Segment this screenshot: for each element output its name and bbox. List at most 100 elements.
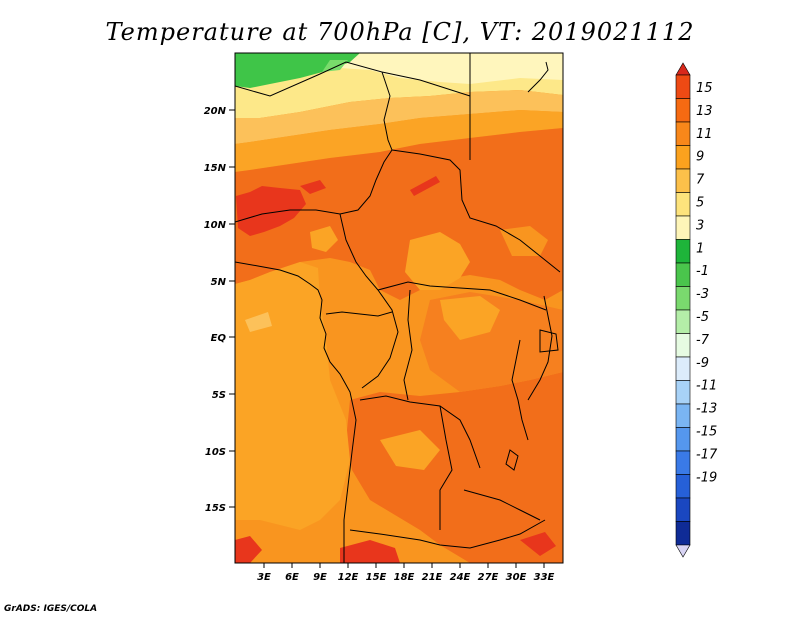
- lat-label: 10S: [205, 447, 226, 458]
- colorbar-label: -17: [696, 447, 718, 462]
- field-patch-east: [500, 226, 548, 256]
- colorbar-segment: [675, 74, 691, 99]
- field-hot-southwest: [235, 536, 262, 563]
- coastline-west-africa: [235, 261, 357, 563]
- lon-label: 3E: [257, 572, 271, 583]
- colorbar-label: 1: [696, 241, 704, 256]
- lon-label: 30E: [506, 572, 527, 583]
- field-lightgreen-edge: [322, 60, 348, 72]
- border-2: [339, 213, 399, 389]
- lon-label: 33E: [534, 572, 555, 583]
- colorbar-segment: [675, 356, 691, 381]
- colorbar-label: -15: [696, 425, 717, 440]
- border-4: [391, 149, 561, 273]
- temperature-field: [235, 53, 563, 563]
- lon-axis: 3E 6E 9E 12E 15E 18E 21E 24E 27E 30E 33E: [257, 563, 555, 583]
- colorbar-segment: [675, 239, 691, 264]
- colorbar: [675, 62, 691, 558]
- colorbar-label: 7: [696, 173, 705, 188]
- field-ocean-patch: [245, 312, 272, 332]
- colorbar-segment: [675, 403, 691, 428]
- colorbar-label: -3: [696, 287, 709, 302]
- colorbar-segment: [675, 380, 691, 405]
- border-8: [439, 405, 453, 530]
- field-patch-center: [405, 232, 470, 290]
- border-16: [539, 329, 559, 353]
- field-hot-se: [520, 532, 556, 556]
- lat-label: 10N: [204, 220, 227, 231]
- colorbar-label: -5: [696, 310, 709, 325]
- border-15: [527, 61, 549, 93]
- lat-label: 20N: [204, 106, 227, 117]
- colorbar-segment: [675, 286, 691, 311]
- colorbar-label: 5: [696, 196, 704, 211]
- field-orange-south: [346, 372, 563, 563]
- colorbar-label: 3: [696, 218, 704, 233]
- field-ocean-light: [235, 262, 350, 530]
- colorbar-label: -13: [696, 402, 717, 417]
- colorbar-label: -7: [696, 333, 710, 348]
- border-9: [349, 519, 546, 549]
- colorbar-segment: [675, 521, 691, 546]
- colorbar-segment: [675, 427, 691, 452]
- colorbar-segment: [675, 474, 691, 499]
- field-hot-south: [340, 540, 400, 563]
- colorbar-segment: [675, 98, 691, 123]
- border-1: [235, 149, 393, 223]
- lon-label: 15E: [366, 572, 387, 583]
- border-14: [527, 295, 553, 401]
- colorbar-segment: [675, 215, 691, 240]
- border-10: [463, 489, 541, 521]
- colorbar-label: 13: [696, 104, 713, 119]
- colorbar-segment: [675, 168, 691, 193]
- colorbar-segment: [675, 262, 691, 287]
- field-hot-small: [300, 180, 326, 194]
- colorbar-label: -19: [696, 470, 717, 485]
- colorbar-arrow-bottom: [675, 544, 691, 558]
- colorbar-segment: [675, 497, 691, 522]
- lat-label: EQ: [211, 333, 227, 344]
- colorbar-label: 11: [696, 127, 713, 142]
- field-pale-orange-band: [235, 90, 563, 144]
- field-palest-north: [330, 53, 563, 84]
- colorbar-arrow-top: [675, 62, 691, 76]
- border-13: [325, 311, 393, 317]
- lat-label: 15S: [205, 503, 226, 514]
- field-light-orange-band: [235, 110, 563, 172]
- lon-label: 6E: [285, 572, 299, 583]
- map-frame: [234, 52, 564, 564]
- colorbar-segment: [675, 333, 691, 358]
- lon-label: 27E: [478, 572, 499, 583]
- lat-axis: 20N 15N 10N 5N EQ 5S 10S 15S: [204, 106, 235, 514]
- borders: [235, 53, 561, 563]
- colorbar-label: -11: [696, 379, 717, 394]
- colorbar-labels: 15 13 11 9 7 5 3 1 -1 -3 -5 -7 -9 -11 -13 -15 -17 -19: [696, 81, 718, 485]
- border-3: [381, 71, 393, 151]
- lon-label: 24E: [450, 572, 471, 583]
- colorbar-segment: [675, 192, 691, 217]
- border-5: [377, 281, 547, 311]
- colorbar-segment: [675, 309, 691, 334]
- lat-label: 5S: [212, 390, 226, 401]
- colorbar-segment: [675, 121, 691, 146]
- lat-label: 5N: [211, 277, 227, 288]
- credit-text: GrADS: IGES/COLA: [4, 604, 98, 614]
- colorbar-label: 15: [696, 81, 713, 96]
- colorbar-label: -1: [696, 264, 709, 279]
- colorbar-label: -9: [696, 356, 709, 371]
- lat-label: 15N: [204, 163, 227, 174]
- field-hot-nigeria: [236, 186, 306, 236]
- lon-label: 21E: [422, 572, 443, 583]
- colorbar-segment: [675, 145, 691, 170]
- lon-label: 9E: [313, 572, 327, 583]
- border-6: [403, 289, 413, 401]
- coastline-east-lake: [511, 339, 529, 441]
- field-light-patch-angola: [380, 430, 440, 470]
- field-hot-streak: [410, 176, 440, 196]
- lon-label: 12E: [338, 572, 359, 583]
- field-orange-north: [235, 128, 563, 300]
- colorbar-label: 9: [696, 150, 704, 165]
- field-light-se-patch: [440, 296, 500, 340]
- border-11: [235, 61, 471, 97]
